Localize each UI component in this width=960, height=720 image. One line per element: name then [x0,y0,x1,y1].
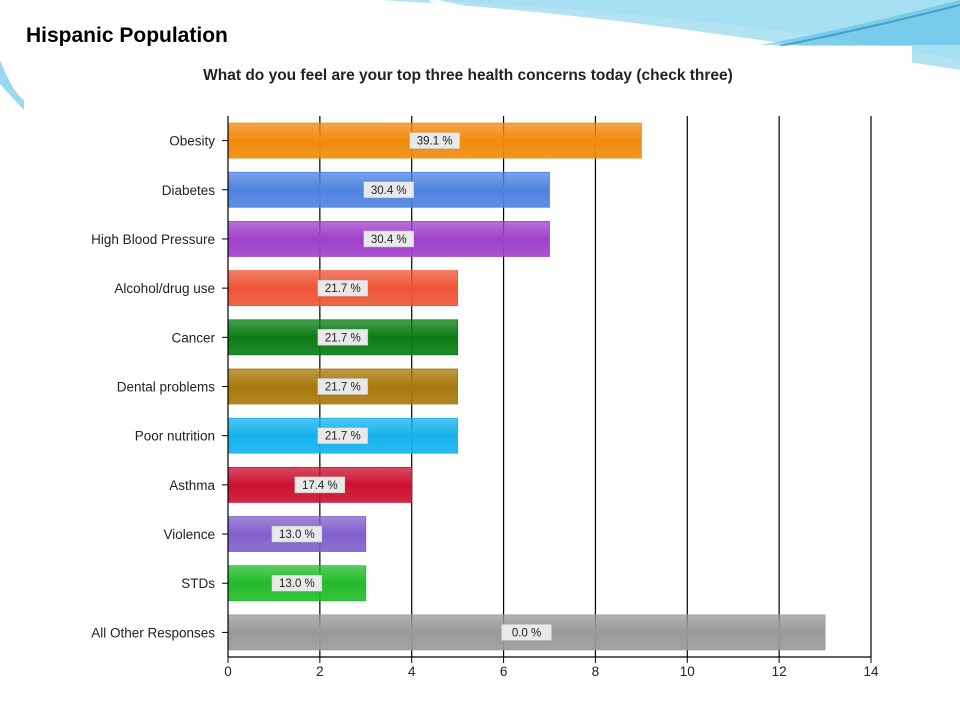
chart-panel: What do you feel are your top three heal… [24,46,912,710]
data-label: 21.7 % [325,382,361,394]
category-label: Asthma [169,478,215,493]
data-label-box [294,476,346,494]
data-label-box [317,329,369,346]
data-label-box [317,427,369,444]
category-label: High Blood Pressure [91,232,215,247]
data-label-box [501,624,552,641]
category-label: Dental problems [117,380,216,395]
data-label-box [317,279,369,297]
data-label: 17.4 % [302,480,338,492]
bars: 39.1 % 30.4 % 30.4 % 21.7 % 21.7 % 21.7 % 21.7… [227,122,826,651]
data-label-box [271,574,323,592]
data-label-box [317,378,369,395]
data-label: 30.4 % [371,234,407,246]
x-tick-label: 2 [316,664,324,679]
category-label: Obesity [169,134,215,149]
category-label: All Other Responses [91,625,215,640]
bar [227,516,367,552]
slide-title: Hispanic Population [26,24,228,47]
category-label: Alcohol/drug use [114,281,215,296]
category-label: STDs [181,576,215,591]
data-label-box [363,181,414,199]
axes: Obesity Diabetes High Blood Pressure Alcoho… [91,116,879,679]
data-label: 21.7 % [325,332,361,344]
x-tick-label: 14 [863,664,879,679]
data-label: 39.1 % [417,136,453,148]
category-label: Diabetes [162,183,216,198]
x-tick-label: 10 [680,664,695,679]
swoosh-line-1 [429,0,661,48]
data-label-box [363,230,414,248]
swoosh-line-2 [779,4,960,47]
x-tick-label: 4 [408,664,416,679]
category-label: Poor nutrition [135,429,215,444]
data-label: 21.7 % [325,431,361,443]
data-label: 13.0 % [279,578,315,590]
x-tick-label: 8 [592,664,600,679]
data-label-box [271,525,323,543]
x-tick-label: 6 [500,664,508,679]
chart-title: What do you feel are your top three heal… [203,67,733,84]
bar-chart: What do you feel are your top three heal… [91,67,879,679]
data-label: 13.0 % [279,529,315,541]
data-label-box [409,132,460,149]
swoosh-band-right [760,0,960,45]
category-label: Violence [163,527,215,542]
x-tick-label: 0 [224,664,232,679]
swoosh-band-light [380,0,960,70]
x-tick-label: 12 [772,664,787,679]
data-label: 30.4 % [371,185,407,197]
category-label: Cancer [171,330,215,345]
data-label: 21.7 % [325,283,361,295]
swoosh-left-edge [0,60,24,110]
data-label: 0.0 % [512,627,541,639]
